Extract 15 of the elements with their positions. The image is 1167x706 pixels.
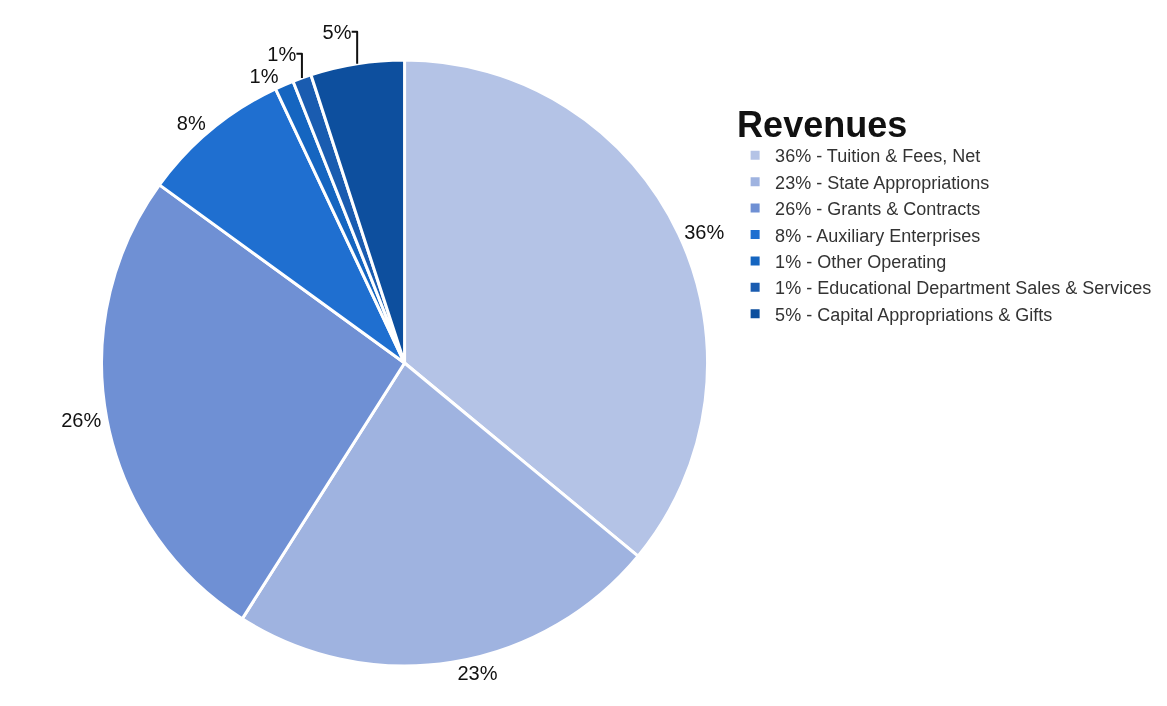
data-label: 36% [684,220,725,243]
legend-title: Revenues [737,104,908,146]
legend-label: 8% - Auxiliary Enterprises [775,225,981,246]
data-label: 26% [61,409,102,432]
data-label: 23% [457,662,498,684]
data-label: 1% [267,42,297,65]
legend-label: 1% - Other Operating [775,251,947,272]
legend-label: 5% - Capital Appropriations & Gifts [775,304,1053,325]
data-label: 8% [176,112,206,134]
data-label: 5% [322,20,352,43]
legend-label: 26% - Grants & Contracts [775,199,981,220]
legend-label: 1% - Educational Department Sales & Services [775,278,1152,299]
legend-label: 36% - Tuition & Fees, Net [775,146,981,167]
legend-label: 23% - State Appropriations [775,172,990,193]
data-label: 1% [249,64,279,87]
